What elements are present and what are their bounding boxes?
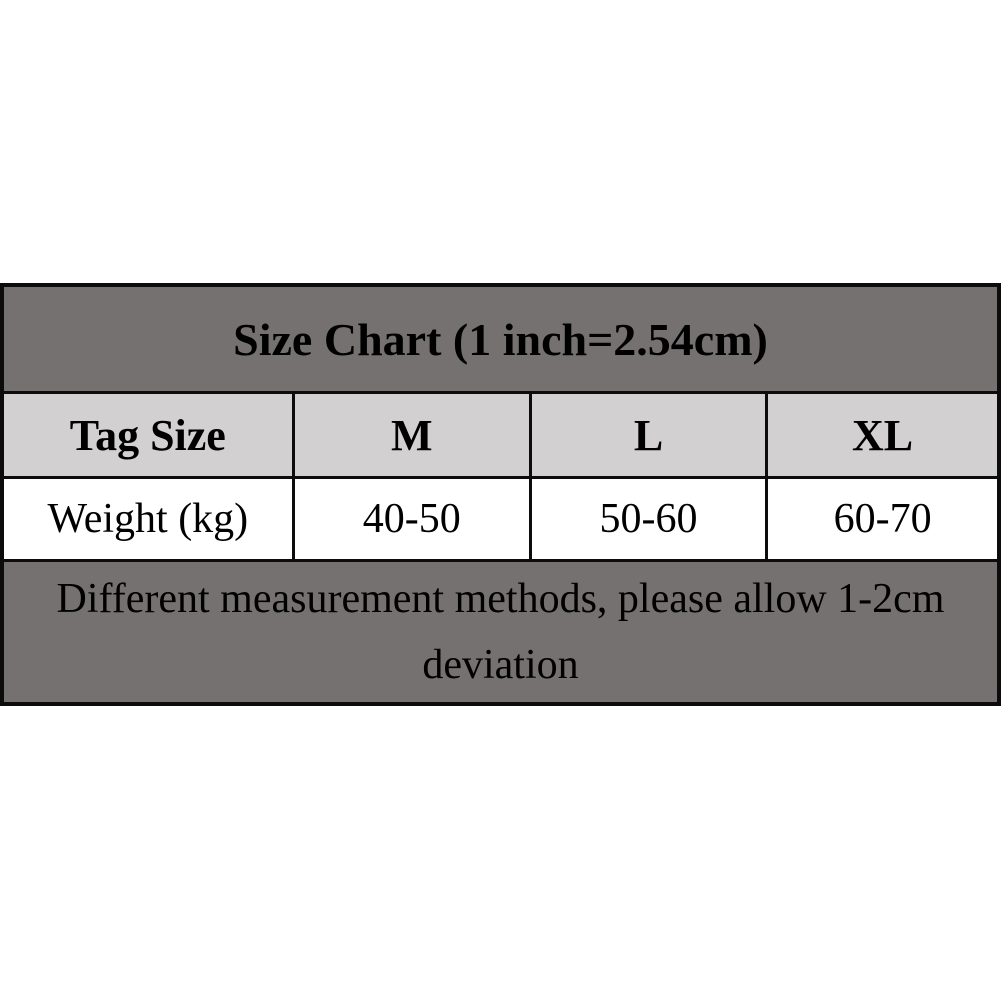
weight-label-cell: Weight (kg) xyxy=(0,476,295,562)
size-m-header-cell: M xyxy=(291,391,532,479)
size-chart-table: Size Chart (1 inch=2.54cm) Tag Size M L … xyxy=(0,283,1001,706)
weight-m-value-cell: 40-50 xyxy=(291,476,532,562)
size-header-row: Tag Size M L XL xyxy=(0,391,1001,479)
title-row: Size Chart (1 inch=2.54cm) xyxy=(0,283,1001,394)
size-l-header-cell: L xyxy=(528,391,769,479)
note-row: Different measurement methods, please al… xyxy=(0,559,1001,706)
tag-size-header-cell: Tag Size xyxy=(0,391,295,479)
weight-l-value-cell: 50-60 xyxy=(528,476,769,562)
deviation-note: Different measurement methods, please al… xyxy=(0,559,1001,706)
weight-row: Weight (kg) 40-50 50-60 60-70 xyxy=(0,476,1001,562)
size-xl-header-cell: XL xyxy=(765,391,1001,479)
size-chart-title: Size Chart (1 inch=2.54cm) xyxy=(0,283,1001,394)
weight-xl-value-cell: 60-70 xyxy=(765,476,1001,562)
